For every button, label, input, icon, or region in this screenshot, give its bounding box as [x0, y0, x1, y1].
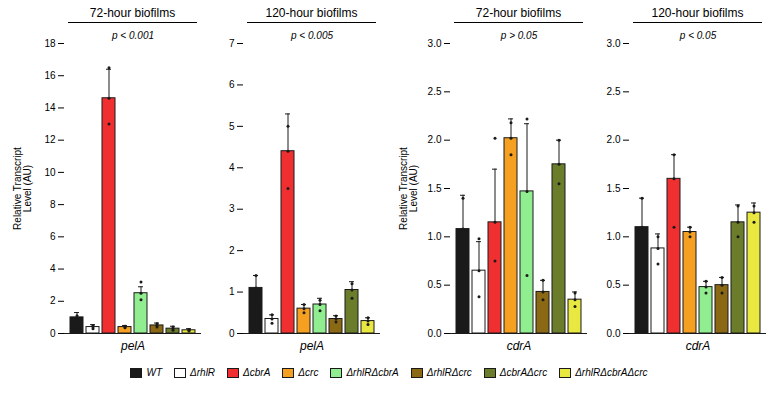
- html-text:Δcrc: Δcrc: [298, 367, 319, 378]
- svg-text:0: 0: [50, 328, 56, 339]
- svg-text:1.5: 1.5: [428, 183, 442, 194]
- svg-text:2: 2: [229, 245, 235, 256]
- svg-text:cdrA: cdrA: [686, 339, 711, 353]
- html-text:ΔcbrAΔcrc: ΔcbrAΔcrc: [499, 367, 548, 378]
- html-text:ΔcbrA: ΔcbrA: [243, 367, 271, 378]
- svg-text:5: 5: [229, 121, 235, 132]
- svg-text:pelA: pelA: [120, 339, 145, 353]
- svg-text:7: 7: [229, 38, 235, 49]
- svg-text:6: 6: [229, 79, 235, 90]
- svg-text:pelA: pelA: [299, 339, 324, 353]
- svg-text:2: 2: [50, 295, 56, 306]
- svg-text:12: 12: [44, 134, 56, 145]
- svg-text:Relative TranscriptLevel (AU): Relative TranscriptLevel (AU): [12, 147, 33, 230]
- svg-text:1.5: 1.5: [607, 183, 621, 194]
- html-text:120-hour biofilms: 120-hour biofilms: [651, 6, 744, 20]
- svg-text:p < 0.05: p < 0.05: [679, 30, 717, 41]
- svg-text:4: 4: [50, 263, 56, 274]
- html-text:WT: WT: [146, 367, 162, 378]
- svg-text:10: 10: [44, 167, 56, 178]
- svg-text:3.0: 3.0: [607, 38, 621, 49]
- svg-text:14: 14: [44, 102, 56, 113]
- svg-text:2.0: 2.0: [428, 134, 442, 145]
- svg-text:cdrA: cdrA: [507, 339, 532, 353]
- html-text:ΔrhlRΔcbrA: ΔrhlRΔcbrA: [346, 367, 399, 378]
- html-text:ΔrhlRΔcrc: ΔrhlRΔcrc: [426, 367, 472, 378]
- html-text:ΔrhlRΔcbrAΔcrc: ΔrhlRΔcbrAΔcrc: [575, 367, 648, 378]
- html-text:72-hour biofilms: 72-hour biofilms: [89, 6, 176, 20]
- svg-text:6: 6: [50, 231, 56, 242]
- svg-text:2.5: 2.5: [607, 86, 621, 97]
- svg-text:0.0: 0.0: [607, 328, 621, 339]
- svg-text:8: 8: [50, 199, 56, 210]
- svg-text:p < 0.001: p < 0.001: [111, 30, 154, 41]
- svg-text:1.0: 1.0: [607, 231, 621, 242]
- svg-text:p < 0.005: p < 0.005: [290, 30, 333, 41]
- svg-text:0.5: 0.5: [428, 279, 442, 290]
- svg-text:1: 1: [229, 286, 235, 297]
- html-text:ΔrhlR: ΔrhlR: [190, 367, 216, 378]
- svg-text:1.0: 1.0: [428, 231, 442, 242]
- svg-text:Relative TranscriptLevel (AU): Relative TranscriptLevel (AU): [398, 147, 419, 230]
- svg-text:3.0: 3.0: [428, 38, 442, 49]
- svg-text:2.5: 2.5: [428, 86, 442, 97]
- svg-text:p > 0.05: p > 0.05: [500, 30, 538, 41]
- html-text:72-hour biofilms: 72-hour biofilms: [475, 6, 562, 20]
- svg-text:0: 0: [229, 328, 235, 339]
- html-text:120-hour biofilms: 120-hour biofilms: [265, 6, 358, 20]
- svg-text:18: 18: [44, 38, 56, 49]
- svg-text:0.5: 0.5: [607, 279, 621, 290]
- svg-text:16: 16: [44, 70, 56, 81]
- svg-text:0.0: 0.0: [428, 328, 442, 339]
- svg-text:3: 3: [229, 203, 235, 214]
- svg-text:4: 4: [229, 162, 235, 173]
- svg-text:2.0: 2.0: [607, 134, 621, 145]
